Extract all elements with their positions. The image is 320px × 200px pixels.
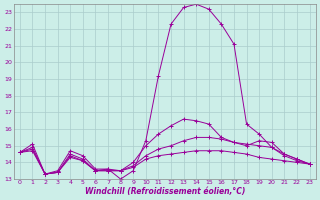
X-axis label: Windchill (Refroidissement éolien,°C): Windchill (Refroidissement éolien,°C): [84, 187, 245, 196]
